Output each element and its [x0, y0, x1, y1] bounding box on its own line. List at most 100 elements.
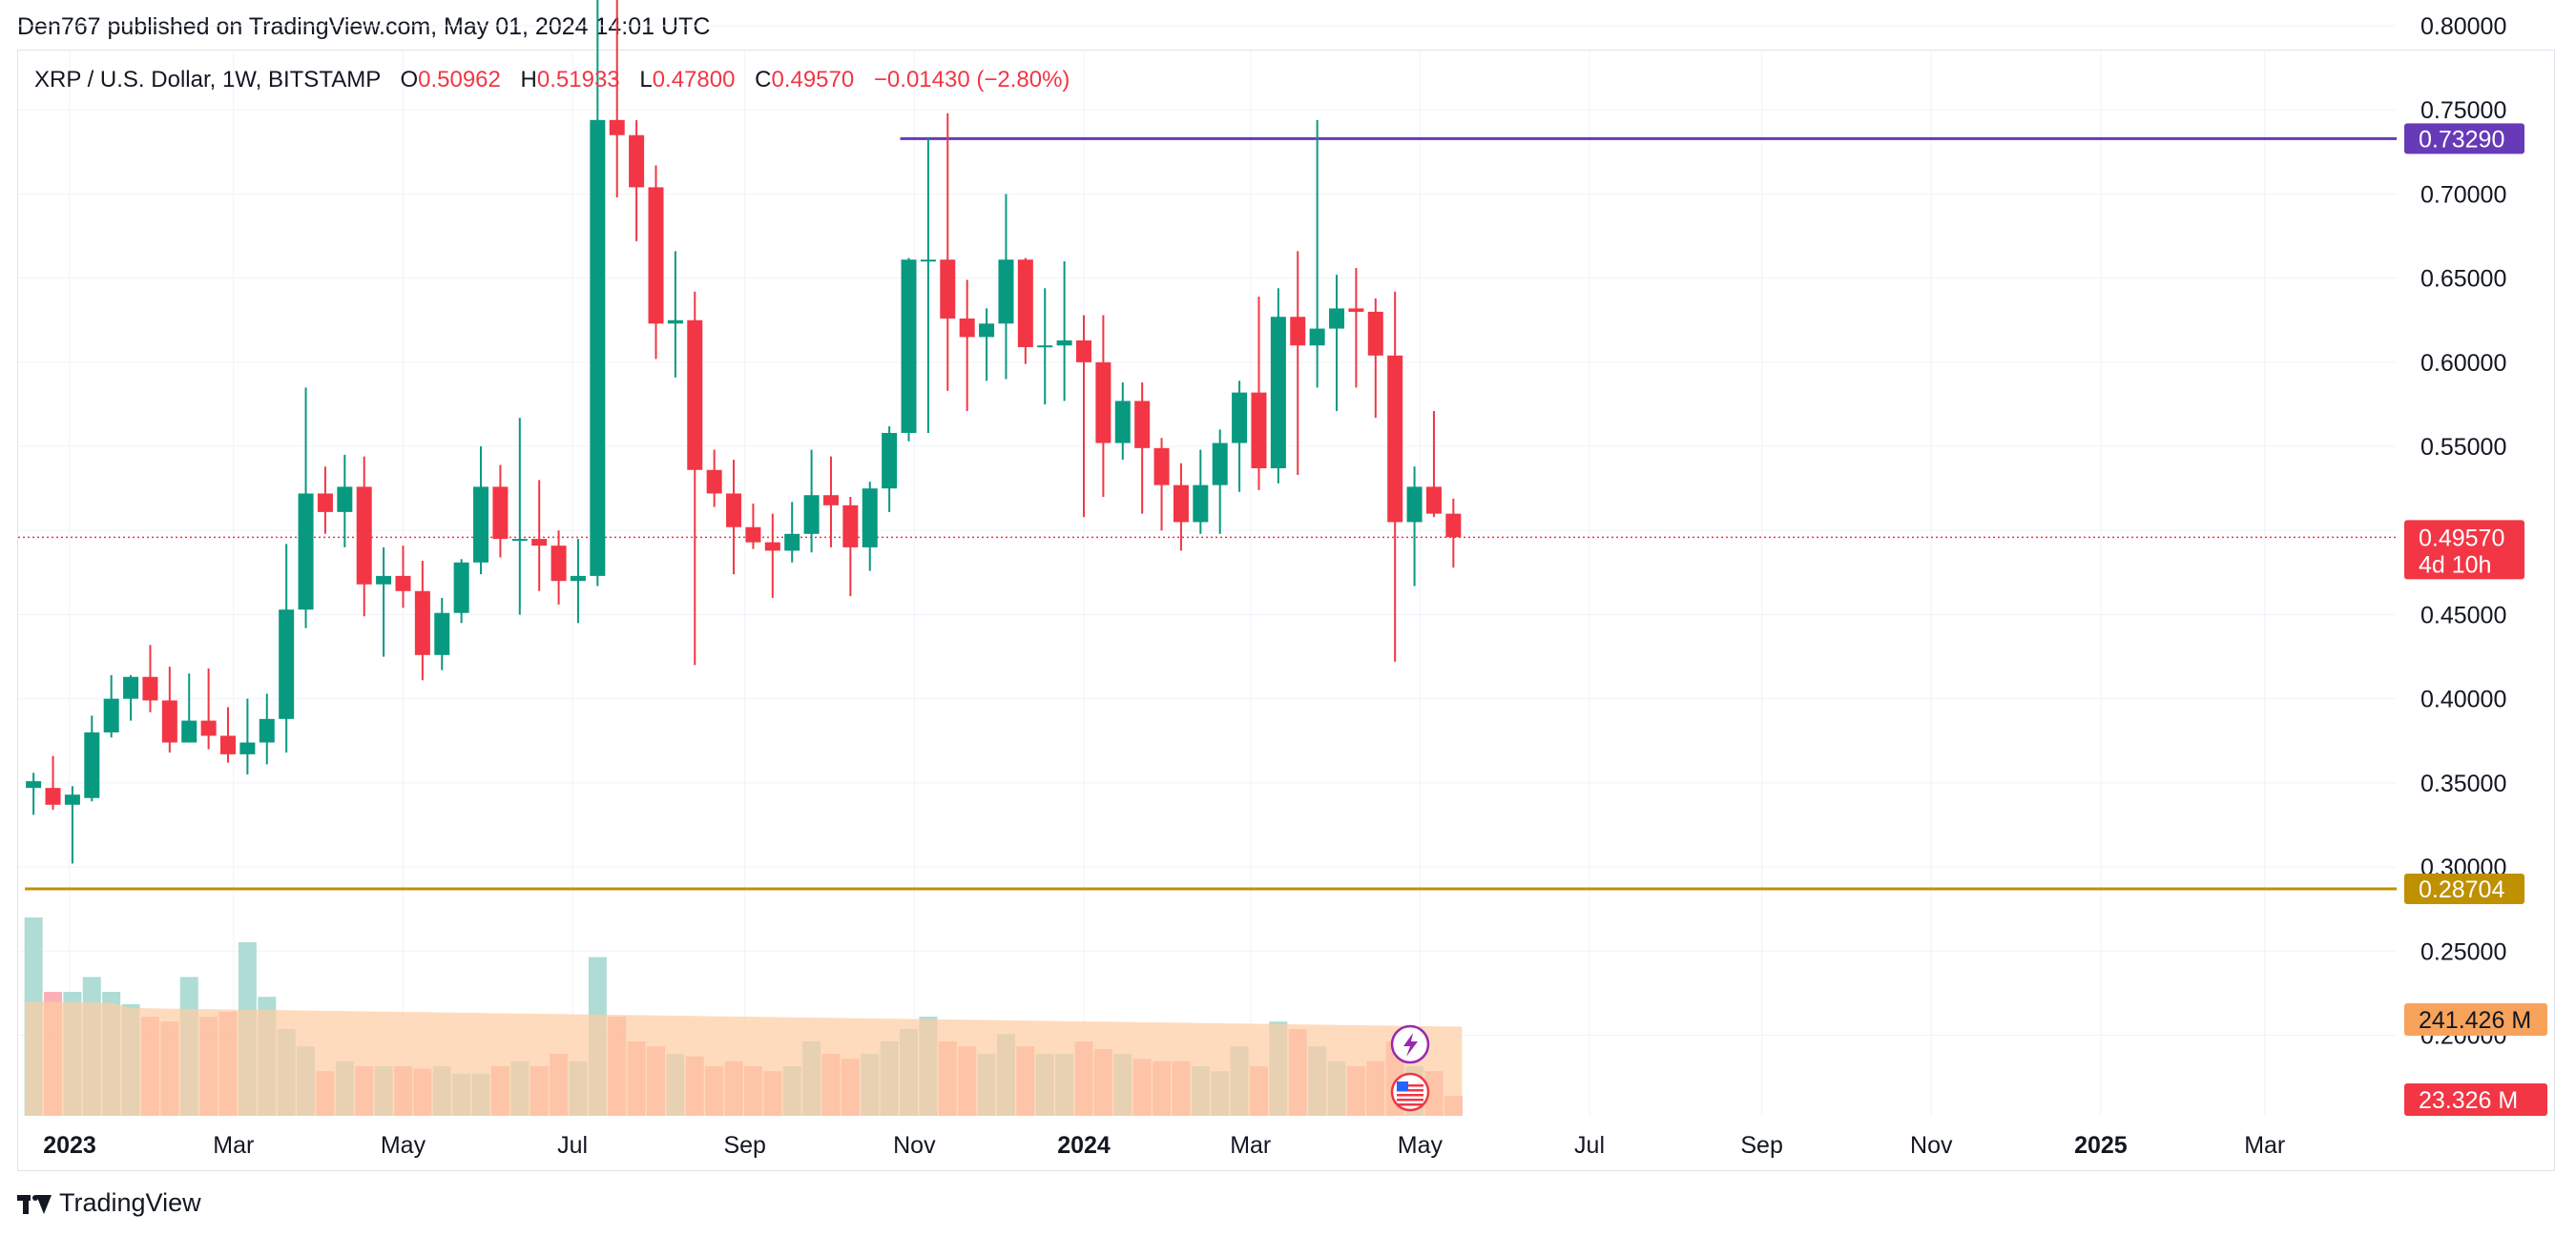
candle-body[interactable]: [511, 539, 528, 542]
candle-body[interactable]: [453, 562, 469, 613]
candle-body[interactable]: [103, 698, 119, 732]
candle-body[interactable]: [1406, 486, 1423, 523]
candle-body[interactable]: [745, 526, 761, 543]
candle-body[interactable]: [1329, 308, 1345, 329]
candle-body[interactable]: [590, 119, 606, 576]
candle-body[interactable]: [220, 735, 237, 754]
candle-body[interactable]: [123, 676, 139, 699]
candle-body[interactable]: [1387, 355, 1403, 523]
candle-body[interactable]: [337, 486, 353, 512]
candle-body[interactable]: [1348, 308, 1364, 312]
time-axis-label: Jul: [557, 1132, 588, 1159]
candle-body[interactable]: [998, 259, 1014, 324]
candle-body[interactable]: [64, 794, 80, 805]
time-axis-label: Jul: [1574, 1132, 1605, 1159]
candle-body[interactable]: [1367, 311, 1383, 356]
candle-body[interactable]: [629, 134, 645, 188]
flag-stripe: [1397, 1103, 1423, 1106]
candle-body[interactable]: [940, 259, 956, 319]
candle-body[interactable]: [473, 486, 489, 563]
level-price-label: 0.28704: [2419, 876, 2504, 903]
candle-body[interactable]: [259, 718, 275, 743]
candle-body[interactable]: [882, 432, 898, 489]
candle-body[interactable]: [200, 720, 217, 736]
price-tick-label: 0.70000: [2420, 181, 2506, 208]
candle-body[interactable]: [726, 493, 742, 527]
candle-body[interactable]: [609, 119, 625, 135]
candle-body[interactable]: [570, 575, 586, 582]
candle-body[interactable]: [84, 731, 100, 798]
candle-body[interactable]: [862, 488, 878, 547]
candle-body[interactable]: [376, 575, 392, 585]
candle-body[interactable]: [784, 533, 800, 551]
candle-body[interactable]: [298, 493, 314, 610]
candle-body[interactable]: [822, 495, 839, 505]
legend-close-value: 0.49570: [771, 67, 855, 93]
legend-change-value: −0.01430 (−2.80%): [873, 67, 1070, 93]
candle-body[interactable]: [317, 493, 333, 512]
candle-body[interactable]: [842, 505, 859, 547]
candle-body[interactable]: [1095, 361, 1111, 443]
candle-body[interactable]: [1153, 447, 1170, 485]
candle-body[interactable]: [1114, 401, 1131, 443]
ohlc-legend: XRP / U.S. Dollar, 1W, BITSTAMP O0.50962…: [34, 67, 1070, 93]
candle-body[interactable]: [901, 259, 917, 433]
candle-body[interactable]: [764, 542, 780, 551]
candle-body[interactable]: [551, 546, 567, 582]
candle-body[interactable]: [959, 318, 975, 338]
candle-body[interactable]: [920, 259, 936, 262]
candle-body[interactable]: [1232, 392, 1248, 443]
level-price-badge[interactable]: [2404, 123, 2524, 154]
candle-body[interactable]: [414, 590, 430, 655]
volume-value-label: 241.426 M: [2419, 1007, 2531, 1034]
candle-body[interactable]: [667, 319, 683, 324]
candle-body[interactable]: [161, 700, 177, 743]
price-tick-label: 0.25000: [2420, 938, 2506, 965]
candle-body[interactable]: [979, 323, 995, 338]
candle-body[interactable]: [239, 742, 256, 754]
candle-body[interactable]: [279, 609, 295, 719]
time-axis-label: Nov: [1910, 1132, 1953, 1159]
candle-body[interactable]: [492, 486, 509, 540]
candle-body[interactable]: [356, 486, 372, 585]
legend-symbol[interactable]: XRP / U.S. Dollar, 1W, BITSTAMP: [34, 67, 381, 93]
candle-body[interactable]: [395, 575, 411, 591]
candle-body[interactable]: [706, 469, 722, 494]
lightning-bolt-icon: [1403, 1033, 1418, 1057]
candle-body[interactable]: [1193, 484, 1209, 523]
candle-body[interactable]: [803, 495, 820, 534]
candle-body[interactable]: [1056, 340, 1072, 346]
candle-body[interactable]: [1290, 317, 1306, 346]
candle-body[interactable]: [531, 539, 548, 546]
candle-body[interactable]: [142, 676, 158, 701]
candle-body[interactable]: [45, 788, 61, 805]
flag-stripe: [1397, 1084, 1423, 1087]
candle-body[interactable]: [1309, 328, 1325, 346]
candle-body[interactable]: [1037, 345, 1053, 348]
candle-body[interactable]: [1212, 443, 1228, 485]
candle-body[interactable]: [1076, 340, 1091, 362]
candle-body[interactable]: [1270, 317, 1286, 468]
legend-low-value: 0.47800: [652, 67, 736, 93]
candle-body[interactable]: [687, 319, 703, 470]
candle-body[interactable]: [181, 720, 197, 743]
candle-body[interactable]: [1425, 486, 1442, 514]
price-tick-label: 0.40000: [2420, 687, 2506, 713]
last-price-label: 0.49570: [2419, 525, 2504, 551]
legend-close-label: C: [755, 67, 772, 93]
brand-name: TradingView: [59, 1188, 201, 1217]
candle-body[interactable]: [648, 187, 664, 324]
price-tick-label: 0.65000: [2420, 266, 2506, 293]
candle-body[interactable]: [1173, 484, 1189, 523]
candle-body[interactable]: [1445, 513, 1462, 538]
candle-body[interactable]: [434, 612, 450, 655]
candle-body[interactable]: [1251, 392, 1267, 468]
tradingview-brand[interactable]: TradingView: [17, 1188, 201, 1218]
candle-body[interactable]: [1017, 259, 1033, 347]
legend-open-value: 0.50962: [418, 67, 501, 93]
level-price-badge[interactable]: [2404, 873, 2524, 904]
bar-countdown-label: 4d 10h: [2419, 551, 2491, 578]
candle-body[interactable]: [1134, 401, 1151, 448]
candle-body[interactable]: [26, 781, 42, 789]
